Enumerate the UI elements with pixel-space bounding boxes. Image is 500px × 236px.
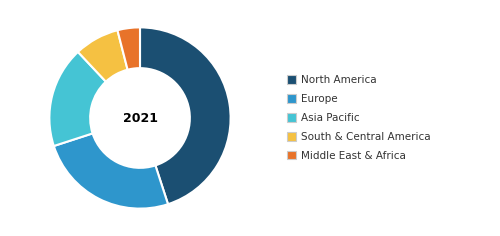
Wedge shape <box>118 27 140 70</box>
Wedge shape <box>140 27 230 204</box>
Text: 2021: 2021 <box>122 111 158 125</box>
Wedge shape <box>54 133 168 209</box>
Legend: North America, Europe, Asia Pacific, South & Central America, Middle East & Afri: North America, Europe, Asia Pacific, Sou… <box>286 75 431 161</box>
Wedge shape <box>50 52 106 146</box>
Wedge shape <box>78 30 128 82</box>
